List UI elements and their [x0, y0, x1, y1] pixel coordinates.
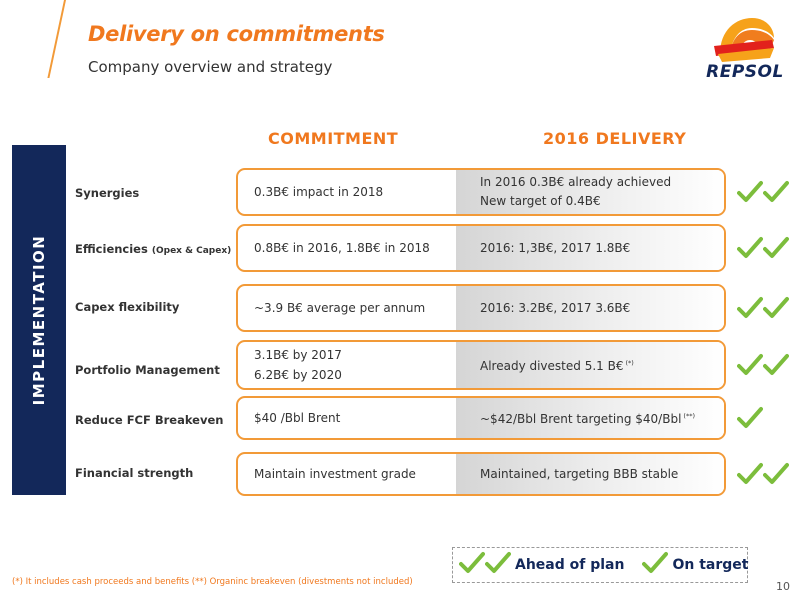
check-icon — [763, 463, 789, 484]
check-icon — [737, 181, 763, 202]
check-icon — [763, 181, 789, 202]
ahead-of-plan-icon — [459, 551, 511, 579]
row-label: Synergies — [75, 186, 139, 200]
check-icon — [459, 552, 485, 573]
commitment-text: Maintain investment grade — [254, 467, 416, 481]
commitment-text: 6.2B€ by 2020 — [254, 368, 342, 382]
commitment-row: 0.8B€ in 2016, 1.8B€ in 2018 2016: 1,3B€,… — [236, 224, 726, 272]
commitment-row: 0.3B€ impact in 2018 In 2016 0.3B€ alread… — [236, 168, 726, 216]
header-accent-line — [47, 0, 66, 78]
row-label-text: Reduce FCF Breakeven — [75, 413, 224, 427]
check-icon — [737, 297, 763, 318]
delivery-shading — [456, 226, 724, 270]
slide-title: Delivery on commitments — [88, 22, 385, 46]
row-label: Portfolio Management — [75, 363, 220, 377]
row-label: Reduce FCF Breakeven — [75, 413, 223, 427]
commitment-cell: 3.1B€ by 2017 6.2B€ by 2020 — [254, 342, 342, 388]
delivery-footnote-mark: (*) — [625, 359, 634, 367]
page-number: 10 — [776, 580, 790, 593]
check-icon — [642, 552, 669, 573]
delivery-text: Already divested 5.1 B€ — [480, 359, 624, 373]
delivery-text: In 2016 0.3B€ already achieved — [480, 175, 672, 189]
row-label-text: Capex flexibility — [75, 300, 180, 314]
row-label-text: Synergies — [75, 186, 140, 200]
row-label-text: Efficiencies — [75, 242, 148, 256]
legend: Ahead of plan On target — [452, 547, 748, 583]
ahead-of-plan-icon — [737, 296, 789, 320]
delivery-footnote-mark: (**) — [683, 412, 695, 420]
commitment-row: 3.1B€ by 2017 6.2B€ by 2020 Already divest… — [236, 340, 726, 390]
row-label: Capex flexibility — [75, 300, 179, 314]
delivery-shading — [456, 398, 724, 438]
check-icon — [763, 297, 789, 318]
commitment-cell: 0.8B€ in 2016, 1.8B€ in 2018 — [254, 226, 430, 270]
row-label-text: Portfolio Management — [75, 363, 220, 377]
on-target-icon — [737, 406, 763, 430]
implementation-label: IMPLEMENTATION — [30, 234, 48, 406]
commitment-column-header: COMMITMENT — [268, 129, 399, 148]
repsol-wordmark: REPSOL — [706, 62, 784, 82]
legend-ahead-label: Ahead of plan — [515, 557, 625, 573]
delivery-cell: Already divested 5.1 B€ (*) — [480, 342, 634, 388]
delivery-cell: 2016: 1,3B€, 2017 1.8B€ — [480, 226, 630, 270]
commitment-row: Maintain investment grade Maintained, tar… — [236, 452, 726, 496]
check-icon — [763, 237, 789, 258]
commitment-text: 3.1B€ by 2017 — [254, 348, 342, 362]
delivery-text: 2016: 1,3B€, 2017 1.8B€ — [480, 240, 631, 255]
delivery-cell: Maintained, targeting BBB stable — [480, 454, 678, 494]
commitment-text: ~3.9 B€ average per annum — [254, 301, 426, 315]
check-icon — [737, 407, 763, 428]
footnote: (*) It includes cash proceeds and benefi… — [12, 577, 413, 587]
delivery-shading — [456, 342, 724, 388]
check-icon — [485, 552, 511, 573]
ahead-of-plan-icon — [737, 353, 789, 377]
commitment-cell: 0.3B€ impact in 2018 — [254, 170, 383, 214]
commitment-text: 0.3B€ impact in 2018 — [254, 185, 384, 199]
delivery-text: 2016: 3.2B€, 2017 3.6B€ — [480, 300, 631, 315]
commitment-row: ~3.9 B€ average per annum 2016: 3.2B€, 20… — [236, 284, 726, 332]
commitment-cell: $40 /Bbl Brent — [254, 398, 340, 438]
slide-subtitle: Company overview and strategy — [88, 58, 333, 76]
commitment-text: 0.8B€ in 2016, 1.8B€ in 2018 — [254, 241, 430, 255]
delivery-text: ~$42/Bbl Brent targeting $40/Bbl — [480, 412, 682, 426]
delivery-column-header: 2016 DELIVERY — [543, 129, 687, 148]
delivery-text: Maintained, targeting BBB stable — [480, 466, 679, 481]
delivery-cell: ~$42/Bbl Brent targeting $40/Bbl (**) — [480, 398, 695, 438]
check-icon — [737, 237, 763, 258]
on-target-icon — [642, 551, 669, 579]
repsol-logo-icon — [714, 18, 774, 62]
delivery-shading — [456, 454, 724, 494]
ahead-of-plan-icon — [737, 462, 789, 486]
ahead-of-plan-icon — [737, 236, 789, 260]
commitment-text: $40 /Bbl Brent — [254, 411, 341, 425]
row-label: Financial strength — [75, 466, 193, 480]
check-icon — [737, 463, 763, 484]
commitment-cell: Maintain investment grade — [254, 454, 416, 494]
row-label-qualifier: (Opex & Capex) — [151, 246, 232, 256]
commitment-row: $40 /Bbl Brent ~$42/Bbl Brent targeting $… — [236, 396, 726, 440]
repsol-logo: REPSOL — [700, 8, 790, 88]
implementation-band — [12, 145, 66, 495]
ahead-of-plan-icon — [737, 180, 789, 204]
delivery-cell: 2016: 3.2B€, 2017 3.6B€ — [480, 286, 630, 330]
row-label: Efficiencies (Opex & Capex) — [75, 242, 231, 256]
legend-on-target-label: On target — [672, 557, 749, 573]
delivery-shading — [456, 286, 724, 330]
row-label-text: Financial strength — [75, 466, 194, 480]
delivery-text: New target of 0.4B€ — [480, 194, 601, 208]
delivery-shading — [456, 170, 724, 214]
check-icon — [763, 354, 789, 375]
check-icon — [737, 354, 763, 375]
delivery-cell: In 2016 0.3B€ already achieved New target… — [480, 170, 671, 214]
commitment-cell: ~3.9 B€ average per annum — [254, 286, 425, 330]
